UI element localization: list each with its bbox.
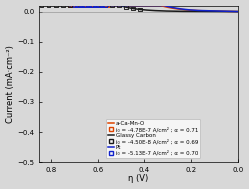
Legend: a-Ca-Mn-O, i₀ = -4.78E-7 A/cm² ; α = 0.71, Glassy Carbon, i₀ = -4.50E-8 A/cm² ; : a-Ca-Mn-O, i₀ = -4.78E-7 A/cm² ; α = 0.7… [106, 119, 200, 158]
Point [40, 4, 44, 7]
Point [124, 6, 128, 9]
Point [91, 4, 95, 7]
Point [73, 4, 77, 7]
Point [79, 4, 83, 7]
Point [117, 4, 121, 7]
Point [78, 4, 82, 7]
Point [131, 7, 135, 10]
Point [100, 4, 104, 7]
Point [82, 4, 86, 7]
Point [68, 4, 72, 7]
Point [89, 4, 93, 7]
Point [61, 4, 65, 7]
Point [96, 4, 100, 7]
Point [54, 4, 58, 7]
Point [105, 4, 109, 7]
Point [97, 4, 101, 7]
Point [81, 4, 85, 7]
Point [84, 4, 88, 7]
Point [70, 4, 74, 7]
Point [47, 4, 51, 7]
Point [68, 4, 72, 7]
Point [98, 4, 102, 7]
Point [93, 4, 97, 7]
Point [138, 8, 142, 11]
Point [96, 4, 100, 7]
Point [89, 4, 93, 7]
Point [86, 4, 90, 7]
Point [75, 4, 79, 7]
Point [89, 4, 93, 7]
Point [75, 4, 79, 7]
Point [92, 4, 96, 7]
Point [86, 4, 90, 7]
Point [102, 4, 106, 7]
Point [110, 4, 114, 7]
Point [100, 4, 104, 7]
Point [77, 4, 81, 7]
Point [103, 4, 107, 7]
Point [72, 4, 76, 7]
X-axis label: η (V): η (V) [128, 174, 149, 184]
Point [84, 4, 88, 7]
Point [76, 4, 80, 7]
Point [94, 4, 98, 7]
Point [103, 4, 107, 7]
Y-axis label: Current (mA·cm⁻²): Current (mA·cm⁻²) [5, 45, 14, 123]
Point [82, 4, 86, 7]
